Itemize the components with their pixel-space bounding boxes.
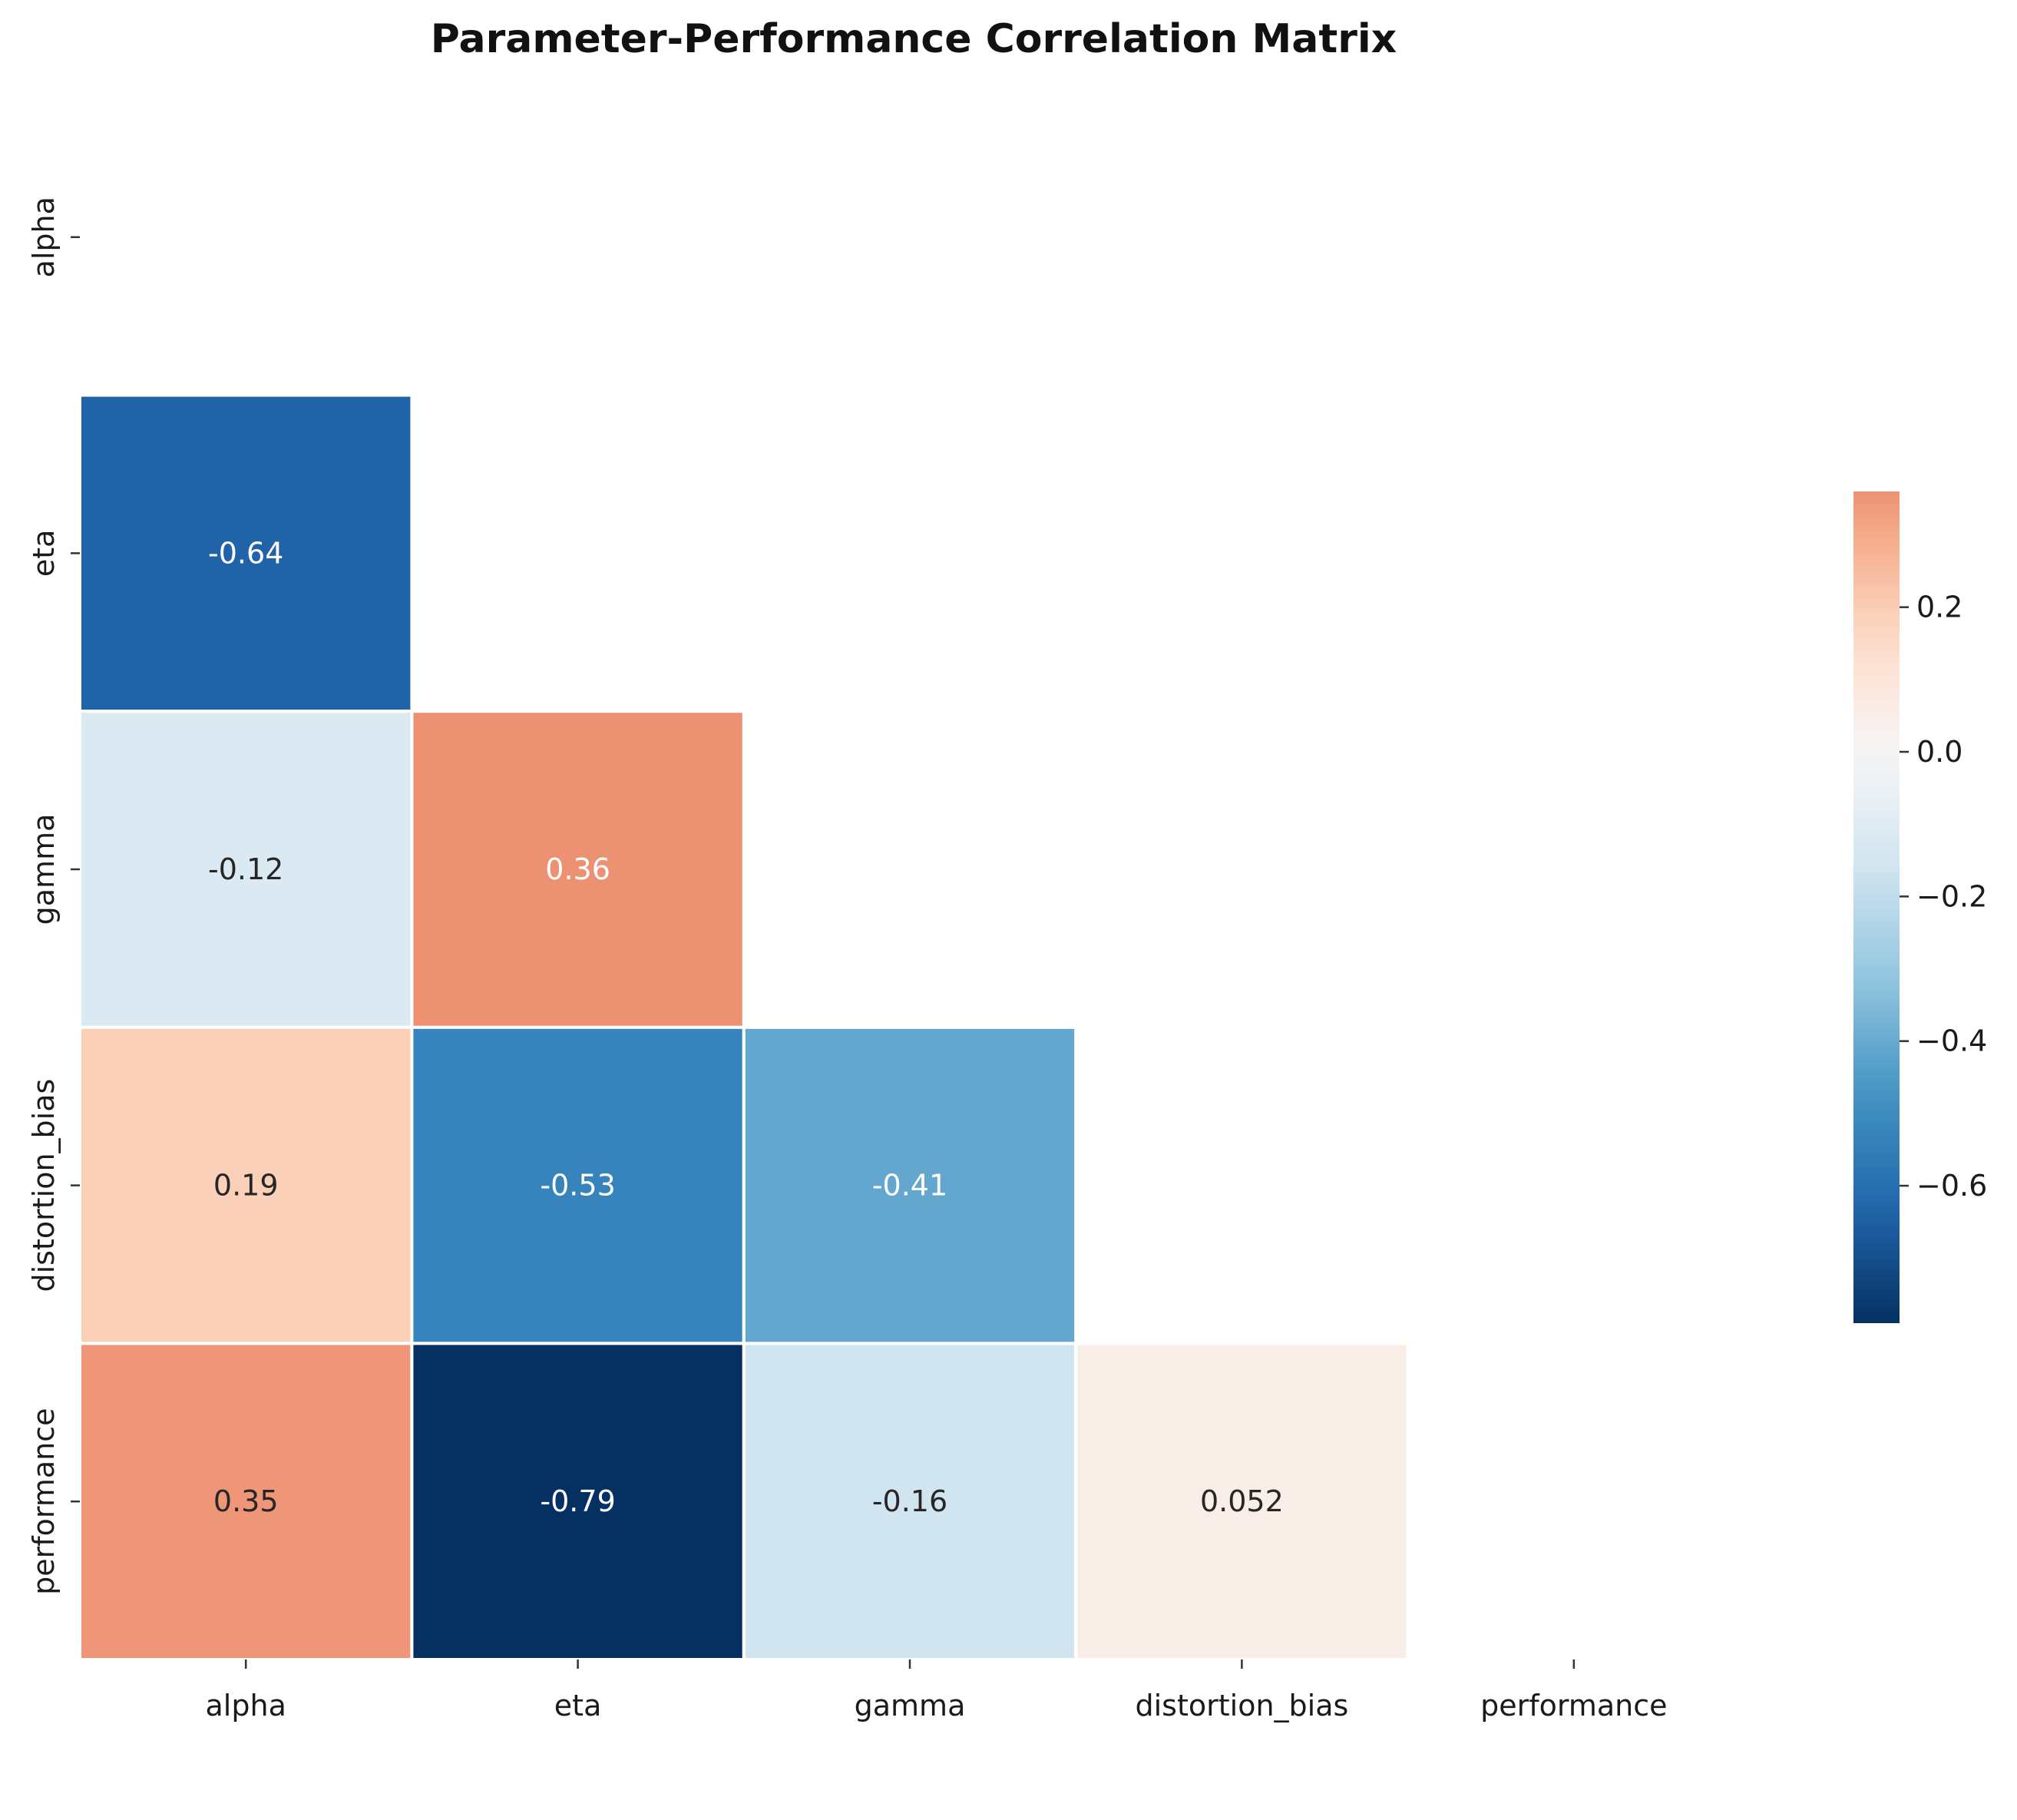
y-tick-label: alpha <box>27 197 61 277</box>
x-tick-label: gamma <box>855 1689 966 1722</box>
x-tick-label: eta <box>554 1689 602 1722</box>
colorbar-tick-label: −0.2 <box>1916 879 1987 913</box>
cell-value-label: -0.53 <box>540 1169 615 1203</box>
heatmap-cell <box>78 1025 414 1345</box>
colorbar-gradient <box>1853 491 1900 1323</box>
x-tick-label: distortion_bias <box>1135 1689 1348 1722</box>
cell-value-label: -0.12 <box>208 852 283 886</box>
heatmap-cell <box>410 710 746 1029</box>
colorbar: 0.2 0.0 −0.2 −0.4 −0.6 <box>1853 491 1987 1323</box>
x-tick-label: alpha <box>206 1689 286 1722</box>
cell-value-label: 0.19 <box>213 1169 279 1203</box>
cell-value-label: -0.64 <box>208 536 283 570</box>
colorbar-tick-label: 0.2 <box>1916 591 1962 624</box>
chart-title: Parameter-Performance Correlation Matrix <box>431 16 1397 62</box>
heatmap-cell <box>410 1342 746 1662</box>
heatmap-cell <box>78 393 414 713</box>
y-tick-label: performance <box>27 1408 61 1595</box>
colorbar-tick-label: −0.4 <box>1916 1024 1987 1058</box>
cell-value-label: 0.36 <box>545 852 610 886</box>
cell-value-label: 0.052 <box>1200 1484 1284 1518</box>
colorbar-tick-label: −0.6 <box>1916 1169 1987 1203</box>
heatmap-cell <box>410 1025 746 1345</box>
cell-value-label: -0.41 <box>872 1169 947 1203</box>
x-axis: alpha eta gamma distortion_bias performance <box>206 1660 1667 1722</box>
y-tick-label: eta <box>27 530 61 577</box>
y-tick-label: gamma <box>27 814 61 925</box>
heatmap-cell <box>1074 1342 1410 1662</box>
cell-value-label: 0.35 <box>213 1484 279 1518</box>
x-tick-label: performance <box>1480 1689 1667 1722</box>
heatmap-cells: -0.64 -0.12 0.36 0.19 -0.53 -0.41 0.35 -0.79 -0.… <box>78 393 1410 1662</box>
y-tick-label: distortion_bias <box>27 1079 61 1292</box>
heatmap-cell <box>742 1025 1078 1345</box>
cell-value-label: -0.16 <box>872 1484 947 1518</box>
heatmap-cell <box>78 710 414 1029</box>
y-axis: alpha eta gamma distortion_bias performance <box>27 197 80 1595</box>
colorbar-tick-label: 0.0 <box>1916 735 1962 769</box>
cell-value-label: -0.79 <box>540 1484 615 1518</box>
